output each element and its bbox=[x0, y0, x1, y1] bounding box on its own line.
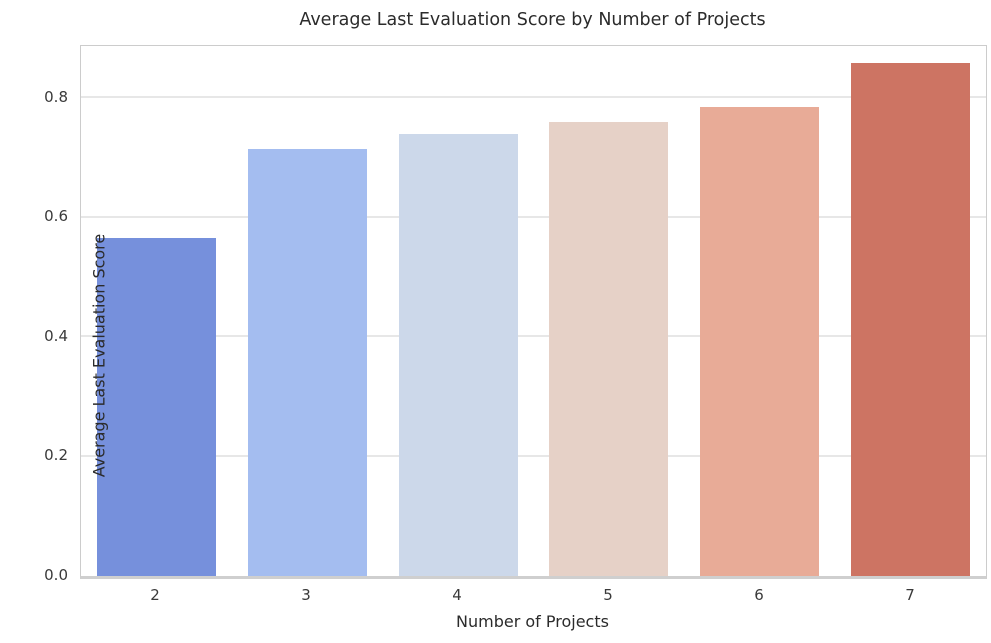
y-tick-label-0.2: 0.2 bbox=[44, 446, 68, 464]
gridline-0.2 bbox=[81, 454, 986, 457]
y-tick-label-0.0: 0.0 bbox=[44, 566, 68, 584]
bar-projects-4 bbox=[399, 133, 518, 576]
y-tick-label-0.6: 0.6 bbox=[44, 207, 68, 225]
gridline-0.6 bbox=[81, 215, 986, 218]
y-tick-label-0.4: 0.4 bbox=[44, 327, 68, 345]
y-axis-label: Average Last Evaluation Score bbox=[89, 233, 109, 478]
x-tick-label-6: 6 bbox=[754, 586, 764, 604]
x-axis-label: Number of Projects bbox=[456, 612, 609, 631]
x-tick-label-7: 7 bbox=[905, 586, 915, 604]
bar-projects-2 bbox=[97, 238, 216, 576]
x-tick-label-4: 4 bbox=[452, 586, 462, 604]
bar-projects-3 bbox=[248, 148, 367, 576]
gridline-0.8 bbox=[81, 95, 986, 98]
x-tick-label-3: 3 bbox=[301, 586, 311, 604]
plot-area: Average Last Evaluation Score bbox=[80, 45, 987, 579]
bar-projects-7 bbox=[851, 63, 970, 576]
gridline-0.4 bbox=[81, 335, 986, 337]
bar-projects-5 bbox=[549, 121, 668, 576]
bar-projects-6 bbox=[700, 106, 819, 576]
chart-title: Average Last Evaluation Score by Number … bbox=[299, 10, 766, 30]
x-tick-label-5: 5 bbox=[603, 586, 613, 604]
x-tick-label-2: 2 bbox=[150, 586, 160, 604]
y-tick-label-0.8: 0.8 bbox=[44, 88, 68, 106]
